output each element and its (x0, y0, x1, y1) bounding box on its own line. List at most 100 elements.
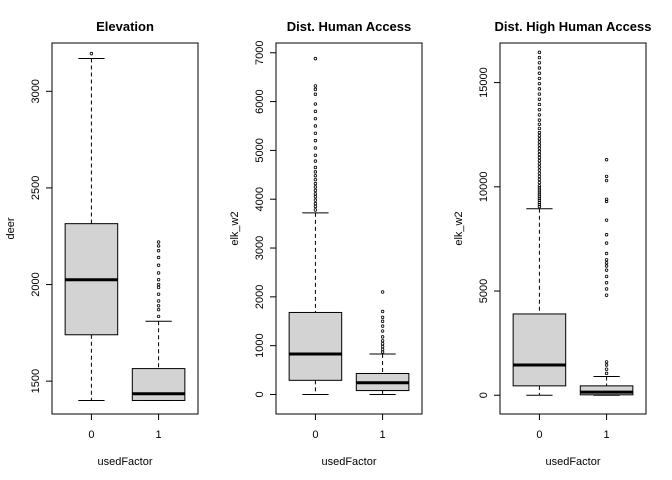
outlier-point (156, 255, 161, 260)
y-tick-label: 1500 (30, 369, 42, 393)
x-tick-label: 1 (380, 429, 386, 441)
outlier-point (380, 329, 385, 333)
outlier-point (537, 204, 542, 209)
outlier-point (537, 61, 542, 65)
outlier-point (313, 174, 318, 178)
outlier-point (156, 244, 161, 248)
outlier-point (156, 240, 161, 244)
outlier-point (604, 280, 609, 285)
outlier-point (537, 126, 542, 131)
outlier-point (156, 249, 161, 253)
outlier-point (537, 76, 542, 81)
outlier-point (537, 122, 542, 126)
x-tick-label: 1 (604, 429, 610, 441)
outlier-point (156, 278, 161, 282)
iqr-box (512, 313, 567, 387)
outlier-point (380, 319, 385, 323)
outlier-point (604, 268, 609, 272)
outlier-point (604, 233, 609, 237)
x-axis-label: usedFactor (545, 456, 600, 468)
panel-3: Dist. High Human Access usedFactor elk_w2 0… (453, 19, 652, 468)
outlier-point (313, 181, 318, 186)
outlier-point (89, 51, 94, 56)
box-0 (512, 50, 567, 396)
y-tick-label: 1000 (254, 333, 266, 357)
box-0 (288, 56, 343, 395)
chart-title: Dist. Human Access (287, 19, 412, 34)
outlier-point (537, 186, 542, 190)
outlier-point (380, 342, 385, 346)
outlier-point (537, 196, 542, 200)
outlier-point (604, 360, 609, 364)
outlier-point (380, 344, 385, 349)
outlier-point (537, 140, 542, 144)
outlier-point (313, 192, 318, 196)
iqr-box (579, 385, 634, 396)
outlier-point (537, 171, 542, 175)
outlier-point (537, 159, 542, 163)
outlier-point (604, 264, 609, 268)
outlier-point (380, 347, 385, 352)
outlier-point (156, 314, 161, 319)
iqr-box (131, 368, 186, 401)
y-tick-label: 5000 (478, 279, 490, 303)
plot-frame (499, 42, 647, 415)
outlier-point (604, 218, 609, 222)
box-1 (579, 158, 634, 396)
outlier-point (537, 118, 542, 122)
outlier-point (380, 315, 385, 320)
outlier-point (380, 324, 385, 328)
outlier-point (313, 204, 318, 209)
outlier-point (604, 274, 609, 279)
outlier-point (313, 87, 318, 92)
y-tick-label: 0 (254, 391, 266, 397)
outlier-point (537, 81, 542, 86)
y-tick-label: 6000 (254, 89, 266, 113)
outlier-point (156, 263, 161, 267)
y-tick-label: 2500 (30, 176, 42, 200)
x-tick-label: 0 (88, 429, 94, 441)
outlier-point (313, 177, 318, 182)
outlier-point (537, 134, 542, 138)
outlier-point (537, 198, 542, 203)
outlier-point (313, 131, 318, 136)
box-1 (131, 240, 186, 401)
outlier-point (313, 201, 318, 206)
x-tick-label: 0 (312, 429, 318, 441)
outlier-point (537, 165, 542, 169)
y-tick-label: 2000 (254, 285, 266, 309)
y-tick-label: 3000 (30, 79, 42, 103)
y-tick-label: 2000 (30, 272, 42, 296)
outlier-point (537, 143, 542, 147)
y-axis-label: elk_w2 (229, 211, 241, 245)
outlier-point (537, 146, 542, 150)
outlier-point (313, 146, 318, 150)
outlier-point (537, 137, 542, 141)
outlier-point (604, 367, 609, 371)
outlier-point (604, 158, 609, 162)
outlier-point (604, 261, 609, 265)
outlier-point (537, 152, 542, 157)
outlier-point (537, 188, 542, 192)
outlier-point (604, 258, 609, 262)
outlier-point (537, 168, 542, 172)
outlier-point (313, 159, 318, 163)
x-tick-label: 1 (156, 429, 162, 441)
outlier-point (313, 208, 318, 212)
outlier-point (313, 116, 318, 121)
outlier-point (156, 292, 161, 296)
plot-frame (51, 42, 199, 415)
iqr-box (288, 311, 343, 381)
box-0 (64, 51, 119, 401)
outlier-point (537, 162, 542, 166)
outlier-point (156, 271, 161, 275)
outlier-point (313, 170, 318, 174)
outlier-point (537, 174, 542, 179)
outlier-point (313, 198, 318, 202)
outlier-point (313, 56, 318, 61)
chart-title: Dist. High Human Access (494, 19, 651, 34)
chart-title: Elevation (96, 19, 154, 34)
outlier-point (604, 363, 609, 367)
outlier-point (380, 339, 385, 343)
x-axis-label: usedFactor (97, 456, 152, 468)
